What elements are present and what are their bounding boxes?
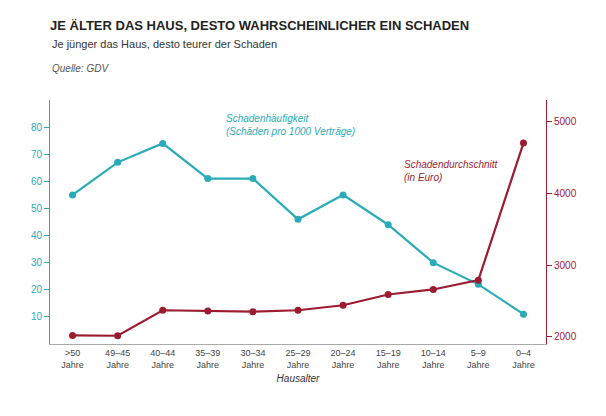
svg-text:Je jünger das Haus, desto teur: Je jünger das Haus, desto teurer der Sch…	[52, 38, 277, 50]
svg-text:JE ÄLTER DAS HAUS, DESTO WAHRS: JE ÄLTER DAS HAUS, DESTO WAHRSCHEINLICHE…	[50, 18, 469, 33]
svg-text:0–4Jahre: 0–4Jahre	[512, 348, 535, 370]
svg-text:70: 70	[31, 149, 43, 160]
svg-text:15–19Jahre: 15–19Jahre	[376, 348, 401, 370]
svg-text:80: 80	[31, 122, 43, 133]
svg-text:35–39Jahre: 35–39Jahre	[195, 348, 220, 370]
svg-text:49–45Jahre: 49–45Jahre	[105, 348, 130, 370]
svg-text:4000: 4000	[554, 188, 577, 199]
svg-text:40: 40	[31, 230, 43, 241]
svg-text:Hausalter: Hausalter	[277, 373, 320, 384]
svg-text:3000: 3000	[554, 260, 577, 271]
svg-text:25–29Jahre: 25–29Jahre	[285, 348, 310, 370]
svg-text:20: 20	[31, 284, 43, 295]
svg-text:Schadendurchschnitt(in Euro): Schadendurchschnitt(in Euro)	[404, 159, 499, 183]
svg-text:50: 50	[31, 203, 43, 214]
svg-text:5–9Jahre: 5–9Jahre	[467, 348, 490, 370]
svg-text:>50Jahre: >50Jahre	[61, 348, 84, 370]
svg-text:5000: 5000	[554, 116, 577, 127]
svg-text:10: 10	[31, 311, 43, 322]
svg-text:2000: 2000	[554, 331, 577, 342]
svg-text:20–24Jahre: 20–24Jahre	[331, 348, 356, 370]
svg-text:60: 60	[31, 176, 43, 187]
svg-text:Schadenhäufigkeit(Schäden pro: Schadenhäufigkeit(Schäden pro 1000 Vertr…	[226, 113, 355, 137]
svg-text:30–34Jahre: 30–34Jahre	[240, 348, 265, 370]
svg-text:30: 30	[31, 257, 43, 268]
svg-text:10–14Jahre: 10–14Jahre	[421, 348, 446, 370]
svg-text:40–44Jahre: 40–44Jahre	[150, 348, 175, 370]
svg-text:Quelle: GDV: Quelle: GDV	[52, 63, 109, 74]
